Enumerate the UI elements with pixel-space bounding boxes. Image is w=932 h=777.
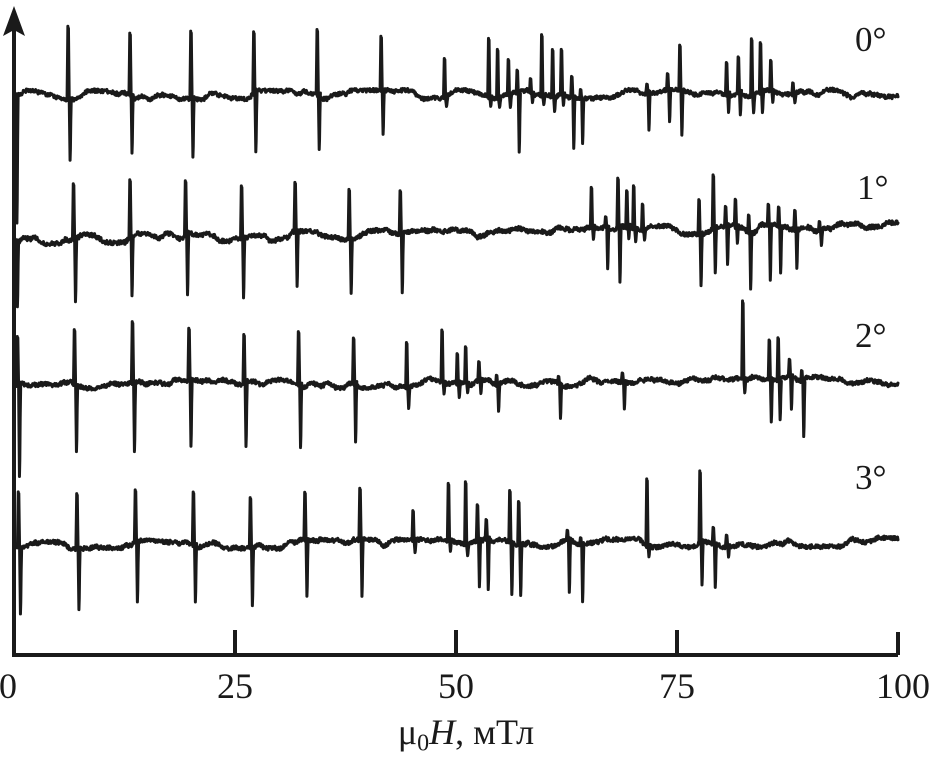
x-tick-label: 100 — [876, 666, 930, 706]
y-axis-arrow-icon — [3, 6, 25, 36]
trace-label-3deg: 3° — [855, 458, 887, 497]
field-symbol: H — [429, 712, 456, 752]
x-tick-label: 0 — [0, 666, 17, 706]
field-unit: , мТл — [455, 712, 535, 752]
trace-label-1deg: 1° — [857, 168, 889, 207]
x-tick-label: 25 — [217, 666, 253, 706]
trace-line-2deg — [12, 299, 900, 478]
trace-line-3deg — [12, 469, 900, 616]
x-axis-title: μ0H, мТл — [0, 714, 932, 756]
axes-group — [3, 6, 900, 657]
trace-line-1deg — [12, 173, 900, 309]
trace-line-0deg — [12, 24, 900, 225]
x-tick-label: 75 — [659, 666, 695, 706]
trace-label-2deg: 2° — [855, 316, 887, 355]
mu-subscript: 0 — [417, 730, 430, 757]
traces-group — [12, 24, 900, 616]
mu-symbol: μ — [397, 712, 418, 752]
x-axis-ticks — [12, 630, 900, 655]
trace-label-0deg: 0° — [855, 20, 887, 59]
x-tick-label: 50 — [438, 666, 474, 706]
